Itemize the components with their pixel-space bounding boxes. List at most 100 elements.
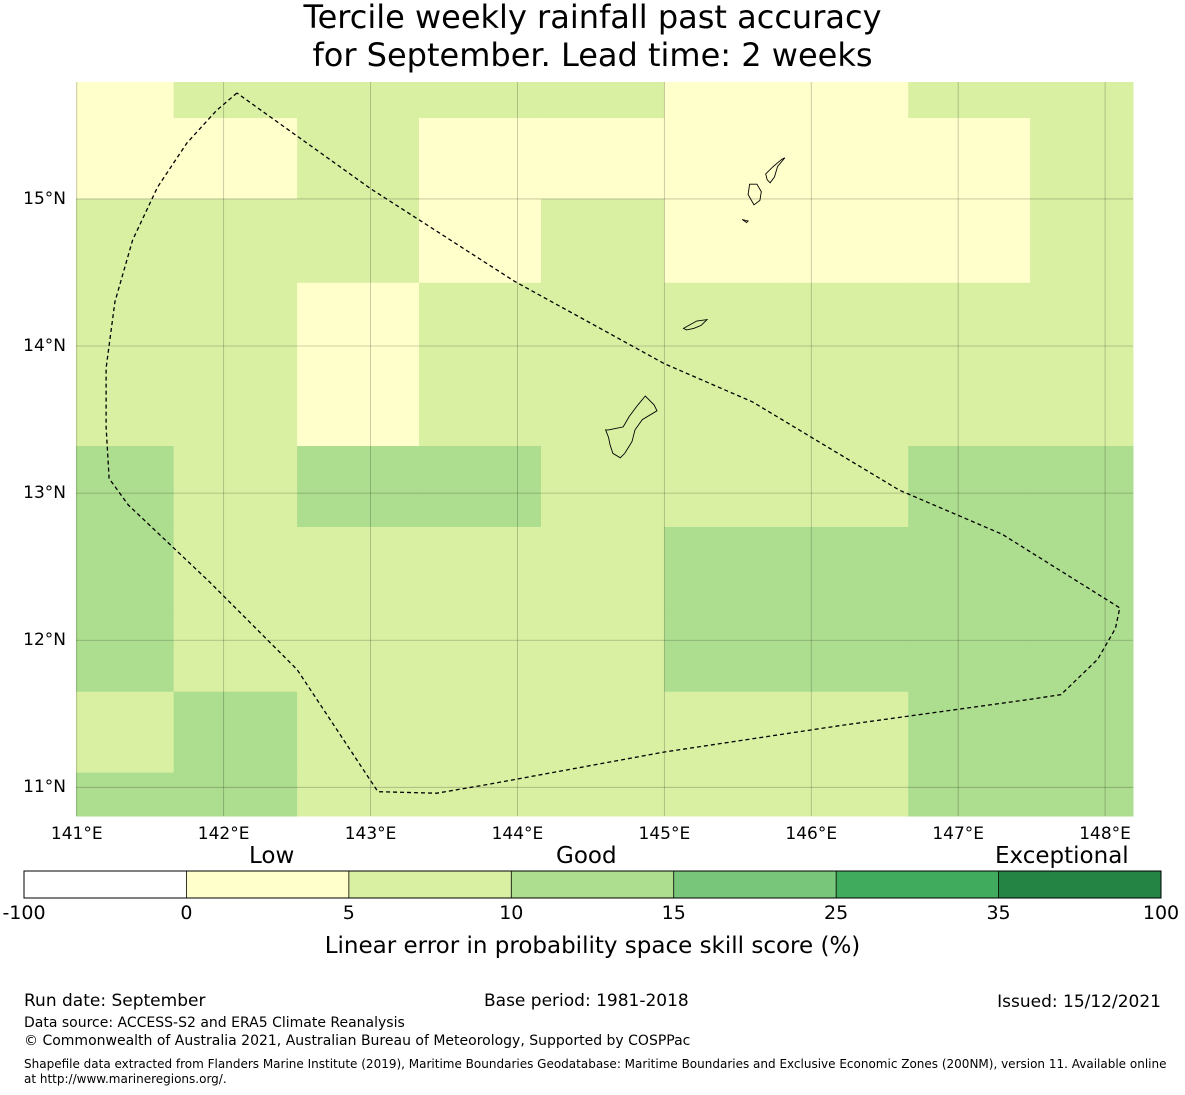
skill-cell [786, 82, 909, 119]
skill-cell [297, 772, 420, 817]
colorbar-segment [998, 871, 1161, 898]
skill-cell [664, 282, 787, 365]
eez-boundary-line [105, 92, 1121, 794]
skill-cell [786, 526, 909, 610]
skill-cell [173, 198, 298, 284]
skill-cell [419, 198, 542, 284]
lat-label: 12°N [23, 630, 66, 651]
skill-cell [786, 609, 909, 693]
colorbar [23, 870, 1162, 899]
skill-cell [540, 198, 665, 284]
lon-label: 144°E [491, 824, 544, 844]
issued-date: Issued: 15/12/2021 [997, 992, 1161, 1012]
skill-cell [76, 526, 175, 610]
lat-label: 15°N [23, 188, 66, 209]
colorbar-segment [24, 871, 187, 898]
skill-cell [664, 82, 787, 119]
colorbar-tick: 35 [986, 902, 1011, 924]
skill-cell [664, 446, 787, 528]
colorbar-tick: 0 [180, 902, 193, 924]
skill-cell [664, 691, 787, 774]
skill-cell [173, 691, 298, 774]
skill-cell [419, 118, 542, 200]
skill-cell [1030, 118, 1134, 200]
colorbar-category-good: Good [556, 843, 617, 869]
skill-cell [173, 363, 298, 447]
skill-cell [297, 82, 420, 119]
skill-cell [908, 526, 1031, 610]
island-outline [741, 219, 749, 224]
skill-cell [419, 82, 542, 119]
skill-cell [908, 772, 1031, 817]
skill-cell [297, 526, 420, 610]
skill-cell [297, 363, 420, 447]
data-source: Data source: ACCESS-S2 and ERA5 Climate … [24, 1015, 405, 1031]
skill-cell [908, 82, 1031, 119]
map-title-line2: for September. Lead time: 2 weeks [312, 36, 873, 74]
skill-cell [76, 609, 175, 693]
skill-cell [786, 118, 909, 200]
skill-cell [173, 282, 298, 365]
colorbar-segment [186, 871, 349, 898]
skill-cell [540, 363, 665, 447]
lon-label: 145°E [638, 824, 691, 844]
skill-cell [786, 282, 909, 365]
shapefile-credit-line2: at http://www.marineregions.org/. [24, 1072, 227, 1086]
skill-cell [1030, 446, 1134, 528]
skill-cell [540, 526, 665, 610]
skill-cell [419, 526, 542, 610]
skill-cell [419, 446, 542, 528]
shapefile-credit-line1: Shapefile data extracted from Flanders M… [24, 1057, 1167, 1071]
colorbar-tick: 10 [499, 902, 524, 924]
skill-cell [1030, 609, 1134, 693]
skill-cell [1030, 282, 1134, 365]
island-outline [682, 318, 709, 331]
skill-cell [664, 198, 787, 284]
skill-cell [173, 526, 298, 610]
colorbar-frame [23, 870, 1162, 899]
skill-cell [419, 363, 542, 447]
colorbar-tick: 25 [824, 902, 849, 924]
skill-cell [1030, 526, 1134, 610]
map-title-line1: Tercile weekly rainfall past accuracy [303, 0, 882, 36]
skill-cell [908, 118, 1031, 200]
skill-cell [76, 691, 175, 774]
lon-label: 148°E [1079, 824, 1131, 844]
skill-cell [540, 282, 665, 365]
skill-cell [76, 198, 175, 284]
graticule [76, 82, 1133, 816]
skill-cell [1030, 772, 1134, 817]
skill-cell [908, 691, 1031, 774]
colorbar-label: Linear error in probability space skill … [324, 933, 861, 959]
skill-cell [664, 363, 787, 447]
skill-cell [173, 118, 298, 200]
skill-cell [1030, 691, 1134, 774]
skill-cell [540, 82, 665, 119]
skill-cell [76, 282, 175, 365]
skill-cell [1030, 363, 1134, 447]
skill-cell [786, 772, 909, 817]
skill-cell [908, 363, 1031, 447]
skill-cell [786, 363, 909, 447]
island-outline [765, 157, 786, 184]
lon-label: 146°E [785, 824, 838, 844]
base-period: Base period: 1981-2018 [484, 991, 689, 1011]
lon-label: 141°E [50, 824, 103, 844]
colorbar-segment [836, 871, 999, 898]
colorbar-tick: 5 [342, 902, 355, 924]
island-outline [747, 183, 762, 206]
colorbar-tick: 15 [661, 902, 686, 924]
colorbar-segment [673, 871, 837, 898]
skill-cell [173, 82, 298, 119]
lon-label: 143°E [344, 824, 397, 844]
run-date: Run date: September [24, 991, 206, 1011]
skill-cell [76, 118, 175, 200]
skill-cell [76, 772, 175, 817]
eez-boundary [105, 92, 1121, 794]
skill-cell [76, 363, 175, 447]
skill-cell [173, 446, 298, 528]
skill-cell [297, 282, 420, 365]
skill-cell [1030, 198, 1134, 284]
skill-cell [173, 772, 298, 817]
skill-cell [419, 691, 542, 774]
